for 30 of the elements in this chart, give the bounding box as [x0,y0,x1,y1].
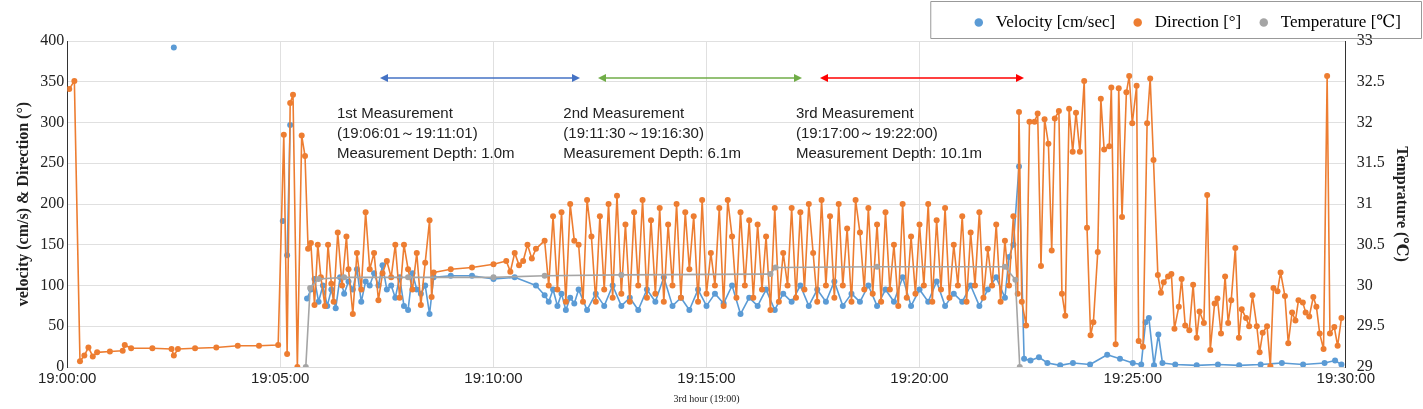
y-tick-label: 250 [40,153,65,171]
y2-tick-label: 33 [1356,31,1373,49]
x-tick-label: 19:05:00 [251,369,310,387]
y2-tick-label: 30.5 [1356,234,1385,252]
x-tick-label: 19:10:00 [464,369,523,387]
x-tick-label: 19:20:00 [890,369,949,387]
y-tick-label: 200 [40,194,65,212]
y-tick-label: 400 [40,31,65,49]
x-axis-title: 3rd hour (19:00) [673,392,740,405]
legend-label: Velocity [cm/sec] [995,11,1116,31]
legend-label: Direction [°] [1154,11,1242,31]
y2-tick-label: 32 [1356,112,1373,130]
annotation: 1st Measurement (19:06:01～19:11:01) Measurement Depth: 1.0m [336,103,515,161]
x-tick-label: 19:25:00 [1103,369,1162,387]
y2-tick-label: 31 [1356,194,1373,212]
y-tick-label: 50 [48,316,65,334]
x-tick-label: 19:15:00 [677,369,736,387]
annotation: 2nd Measurement (19:11:30～19:16:30) Measurement Depth: 6.1m [563,103,741,161]
y-tick-label: 100 [40,275,65,293]
annotation: 3rd Measurement (19:17:00～19:22:00) Measurement Depth: 10.1m [796,103,982,161]
y2-tick-label: 30 [1356,275,1373,293]
y-tick-label: 350 [40,71,65,89]
legend-label: Temperature [℃] [1280,11,1402,31]
y2-tick-label: 29.5 [1356,316,1385,334]
y-tick-label: 300 [40,112,65,130]
y2-tick-label: 31.5 [1356,153,1385,171]
y-tick-label: 150 [40,234,65,252]
y-axis-title: velocity (cm/s) & Direction (°) [13,101,32,307]
y2-tick-label: 32.5 [1356,71,1385,89]
y2-axis-title: Temprature (℃) [1393,146,1412,262]
